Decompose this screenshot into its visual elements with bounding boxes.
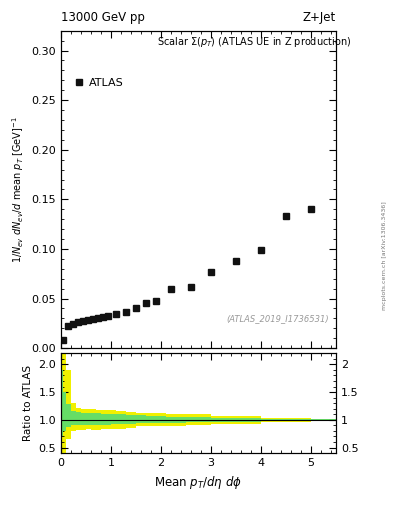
ATLAS bbox=[143, 300, 148, 306]
ATLAS bbox=[154, 297, 158, 304]
Y-axis label: Ratio to ATLAS: Ratio to ATLAS bbox=[23, 365, 33, 441]
ATLAS bbox=[169, 286, 173, 292]
ATLAS bbox=[233, 258, 238, 264]
ATLAS bbox=[309, 206, 313, 212]
ATLAS bbox=[106, 313, 111, 319]
Text: Scalar $\Sigma(p_T)$ (ATLAS UE in Z production): Scalar $\Sigma(p_T)$ (ATLAS UE in Z prod… bbox=[157, 35, 351, 50]
ATLAS bbox=[123, 309, 128, 315]
Text: (ATLAS_2019_I1736531): (ATLAS_2019_I1736531) bbox=[226, 314, 329, 323]
ATLAS bbox=[189, 284, 193, 290]
Legend: ATLAS: ATLAS bbox=[71, 73, 128, 92]
Y-axis label: $1/N_{ev}\ dN_{ev}/d$ mean $p_T$ [GeV]$^{-1}$: $1/N_{ev}\ dN_{ev}/d$ mean $p_T$ [GeV]$^… bbox=[10, 116, 26, 263]
ATLAS bbox=[91, 316, 96, 323]
Line: ATLAS: ATLAS bbox=[60, 206, 314, 344]
X-axis label: Mean $p_T/d\eta\ d\phi$: Mean $p_T/d\eta\ d\phi$ bbox=[154, 474, 242, 490]
ATLAS bbox=[284, 213, 288, 219]
Text: 13000 GeV pp: 13000 GeV pp bbox=[61, 11, 145, 25]
ATLAS bbox=[86, 317, 91, 324]
ATLAS bbox=[259, 247, 263, 253]
ATLAS bbox=[61, 337, 66, 343]
ATLAS bbox=[101, 314, 106, 321]
ATLAS bbox=[209, 269, 213, 275]
ATLAS bbox=[134, 305, 138, 311]
Text: Z+Jet: Z+Jet bbox=[303, 11, 336, 25]
ATLAS bbox=[81, 318, 86, 325]
ATLAS bbox=[96, 315, 101, 322]
ATLAS bbox=[71, 322, 76, 328]
ATLAS bbox=[66, 323, 71, 329]
Text: mcplots.cern.ch [arXiv:1306.3436]: mcplots.cern.ch [arXiv:1306.3436] bbox=[382, 202, 387, 310]
ATLAS bbox=[76, 319, 81, 326]
ATLAS bbox=[114, 311, 118, 317]
